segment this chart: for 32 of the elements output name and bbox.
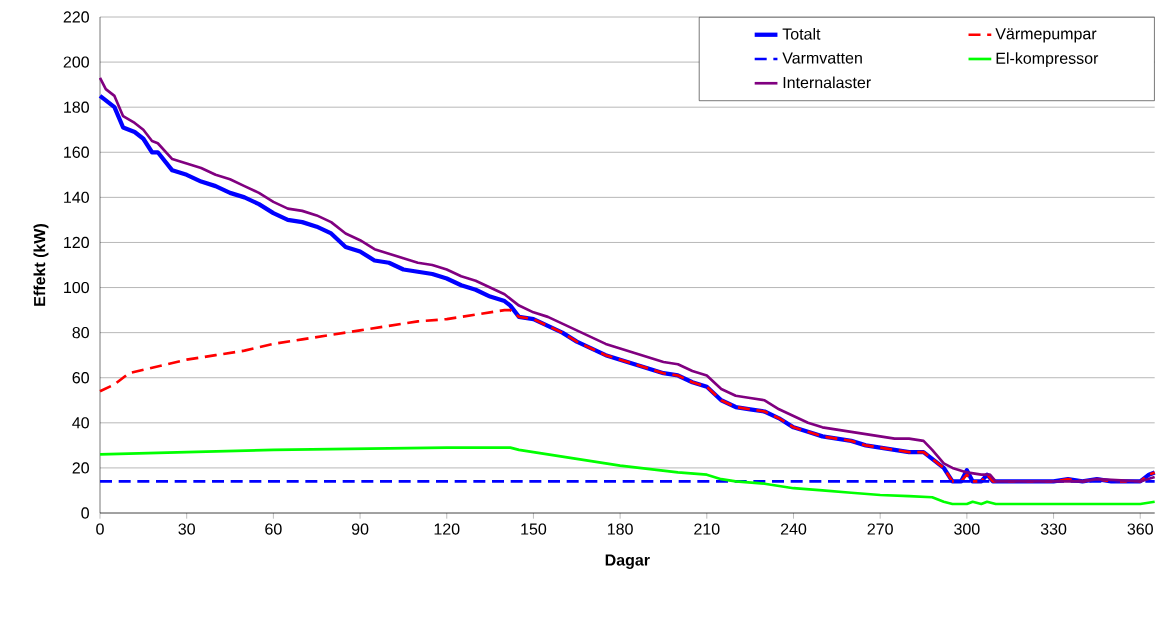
x-tick-label: 60 bbox=[265, 523, 282, 535]
y-tick-label: 20 bbox=[72, 462, 89, 474]
x-tick-label: 0 bbox=[96, 523, 104, 535]
legend-label: Internalaster bbox=[783, 76, 871, 89]
legend-label: Värmepumpar bbox=[995, 28, 1097, 43]
x-tick-label: 150 bbox=[521, 523, 547, 535]
x-tick-label: 240 bbox=[780, 523, 807, 535]
y-tick-label: 140 bbox=[64, 191, 89, 204]
y-tick-label: 80 bbox=[72, 326, 89, 339]
x-tick-label: 90 bbox=[351, 523, 369, 535]
y-tick-label: 180 bbox=[64, 101, 89, 113]
x-tick-label: 180 bbox=[607, 523, 633, 535]
y-tick-label: 0 bbox=[81, 507, 89, 519]
y-tick-label: 120 bbox=[64, 236, 89, 249]
legend-label: El-kompressor bbox=[996, 52, 1099, 68]
legend-label: Totalt bbox=[782, 27, 821, 40]
x-tick-label: 360 bbox=[1127, 523, 1153, 535]
legend-label: Varmvatten bbox=[782, 52, 862, 64]
y-tick-label: 220 bbox=[63, 11, 89, 23]
y-tick-label: 160 bbox=[64, 146, 89, 158]
y-tick-label: 60 bbox=[72, 372, 89, 384]
x-tick-label: 120 bbox=[434, 523, 460, 535]
x-tick-label: 300 bbox=[954, 523, 980, 535]
y-tick-label: 200 bbox=[63, 56, 89, 68]
y-tick-label: 100 bbox=[64, 281, 89, 294]
x-tick-label: 270 bbox=[867, 523, 893, 535]
x-tick-label: 210 bbox=[694, 523, 720, 535]
y-axis-title: Effekt (kW) bbox=[33, 224, 49, 306]
x-tick-label: 30 bbox=[178, 523, 195, 535]
x-tick-label: 330 bbox=[1040, 523, 1067, 535]
y-tick-label: 40 bbox=[72, 417, 89, 429]
x-axis-title: Dagar bbox=[605, 554, 650, 569]
